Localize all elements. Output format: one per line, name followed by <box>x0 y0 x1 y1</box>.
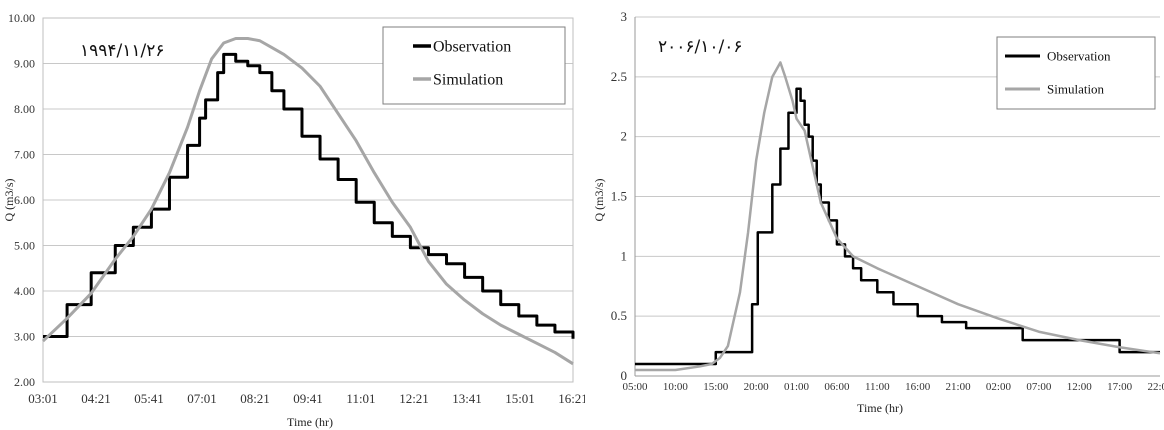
x-tick-label: 12:00 <box>1067 381 1093 393</box>
y-tick-label: 2 <box>621 129 628 144</box>
x-tick-label: 16:00 <box>905 381 931 393</box>
x-tick-label: 07:00 <box>1026 381 1052 393</box>
x-tick-label: 06:00 <box>824 381 850 393</box>
series-line-simulation <box>41 36 574 366</box>
x-tick-label: 15:00 <box>703 381 729 393</box>
y-tick-label: 2.5 <box>611 69 627 84</box>
x-tick-label: 09:41 <box>293 391 323 406</box>
legend-box <box>996 36 1156 110</box>
x-tick-label: 10:00 <box>663 381 689 393</box>
date-stamp: ۱۹۹۴/۱۱/۲۶ <box>80 41 165 61</box>
x-tick-label: 08:21 <box>240 391 270 406</box>
y-tick-label: 10.00 <box>8 11 35 25</box>
legend-box <box>382 26 566 105</box>
x-tick-label: 12:21 <box>399 391 429 406</box>
x-tick-label: 04:21 <box>81 391 111 406</box>
x-axis-title: Time (hr) <box>857 401 903 415</box>
series-line-observation <box>43 52 575 339</box>
x-tick-label: 05:00 <box>622 381 648 393</box>
y-tick-label: 9.00 <box>14 57 35 71</box>
y-tick-label: 4.00 <box>14 284 35 298</box>
date-stamp: ۲۰۰۶/۱۰/۰۶ <box>658 37 743 57</box>
y-tick-label: 3.00 <box>14 330 35 344</box>
x-tick-label: 07:01 <box>187 391 217 406</box>
legend-label-observation: Observation <box>1047 49 1111 64</box>
x-tick-label: 03:01 <box>28 391 58 406</box>
x-tick-label: 22:00 <box>1147 381 1164 393</box>
series-line-simulation <box>635 61 1161 372</box>
y-tick-label: 6.00 <box>14 193 35 207</box>
y-tick-label: 8.00 <box>14 102 35 116</box>
y-tick-label: 1 <box>621 248 628 263</box>
y-tick-label: 1.5 <box>611 189 627 204</box>
series-line-observation <box>635 87 1160 366</box>
x-tick-label: 17:00 <box>1107 381 1133 393</box>
legend-label-observation: Observation <box>433 39 511 56</box>
legend-label-simulation: Simulation <box>1047 82 1105 97</box>
y-tick-label: 2.00 <box>14 375 35 389</box>
chart-panel-right: 0 0.5 1 1.5 2 2.5 3 05:00 10:00 15:00 20:00 01:00 06… <box>590 0 1164 430</box>
x-tick-label: 15:01 <box>505 391 535 406</box>
y-tick-label: 7.00 <box>14 148 35 162</box>
x-axis-title: Time (hr) <box>287 415 333 429</box>
y-axis-title: Q (m3/s) <box>592 179 606 222</box>
chart-left-svg: 2.00 3.00 4.00 5.00 6.00 7.00 8.00 9.00 10.00 03:… <box>2 11 585 429</box>
y-tick-label: 0 <box>621 368 628 383</box>
x-tick-label: 16:21 <box>558 391 585 406</box>
x-tick-label: 13:41 <box>452 391 482 406</box>
x-tick-label: 21:00 <box>946 381 972 393</box>
x-tick-label: 01:00 <box>784 381 810 393</box>
chart-right-svg: 0 0.5 1 1.5 2 2.5 3 05:00 10:00 15:00 20:00 01:00 06… <box>592 9 1164 415</box>
x-tick-label: 20:00 <box>744 381 770 393</box>
chart-panel-left: 2.00 3.00 4.00 5.00 6.00 7.00 8.00 9.00 10.00 03:… <box>2 11 585 429</box>
x-tick-label: 05:41 <box>134 391 164 406</box>
legend-label-simulation: Simulation <box>433 72 503 89</box>
x-tick-label: 11:00 <box>865 381 890 393</box>
y-tick-label: 0.5 <box>611 308 627 323</box>
y-tick-label: 3 <box>621 9 628 24</box>
x-tick-label: 11:01 <box>346 391 375 406</box>
y-tick-label: 5.00 <box>14 239 35 253</box>
y-axis-title: Q (m3/s) <box>2 179 16 222</box>
plot-area-border <box>42 17 574 383</box>
x-tick-label: 02:00 <box>986 381 1012 393</box>
